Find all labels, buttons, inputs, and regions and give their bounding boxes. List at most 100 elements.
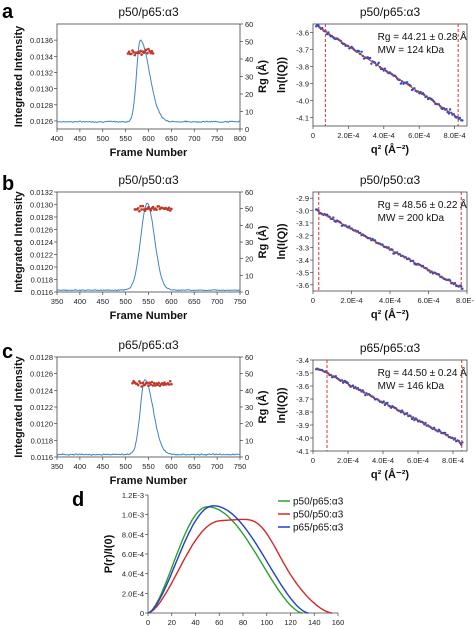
chart0-y2-tick-label: 60 [245,20,253,29]
chart6-x-tick-label: 60 [215,618,223,627]
chart5-x-tick-label: 0 [311,456,315,465]
chart3-y-tick-label: -3.5 [296,268,309,277]
chart4-y-tick-label: 0.0122 [30,403,53,412]
chart2-y-tick-label: 0.0128 [30,213,53,222]
chart2-rg-point [140,208,143,211]
chart1-y-tick-label: -3.9 [296,80,309,89]
chart2-y-tick-label: 0.0124 [30,238,53,247]
chart0-x-tick-label: 650 [165,134,178,143]
chart6-y-tick-label: 1.0E-3 [122,511,144,520]
chart5-x-tick-label: 8.0E-4 [442,456,464,465]
chart6-x-tick-label: 160 [332,618,345,627]
chart1-data-point [447,112,451,115]
chart2-y2-tick-label: 60 [245,188,253,197]
chart1-x-tick-label: 8.0E-4 [444,131,466,140]
chart4-x-tick-label: 600 [165,462,178,471]
chart4-y2-tick-label: 60 [245,353,253,362]
chart6-y-label: P(r)/I(0) [103,534,115,573]
chart2-y2-tick-label: 30 [245,238,253,247]
chart2-rg-point [141,204,145,208]
chart3-y-tick-label: -3.2 [296,231,309,240]
chart0-x-tick-label: 600 [142,134,155,143]
chart4-rg-point [141,381,145,385]
chart3-data-point [461,287,464,290]
chart0-intensity-trace [57,39,241,124]
chart0-x-tick-label: 450 [74,134,87,143]
panel-label-c: c [2,341,13,363]
chart2-y2-label: Rg (Å) [256,225,269,258]
chart0-rg-point [147,47,150,51]
chart2-rg-point [170,207,173,211]
chart2-rg-point [157,205,161,208]
chart5-y-tick-label: -3.9 [296,421,309,430]
chart0-y-tick-label: 0.0136 [30,36,53,45]
chart2-y-tick-label: 0.0126 [30,226,53,235]
chart3-annotation: Rg = 48.56 ± 0.22 Å [378,198,467,211]
chart4-x-tick-label: 700 [211,462,224,471]
chart6-x-tick-label: 120 [284,618,297,627]
chart4-y2-tick-label: 10 [245,436,253,445]
chart2-x-tick-label: 550 [142,297,155,306]
chart0-rg-point [151,52,155,55]
chart5-x-tick-label: 6.0E-4 [407,456,429,465]
chart0-x-tick-label: 500 [96,134,109,143]
chart1-data-point [369,56,372,60]
chart6-y-tick-label: 0 [140,609,144,618]
chart1-data-point [405,81,409,84]
chart4-y-tick-label: 0.0120 [30,420,53,429]
chart6-series-line-0 [147,506,303,614]
chart4-y2-tick-label: 20 [245,420,253,429]
chart4-x-label: Frame Number [110,475,188,487]
chart0-rg-point [139,49,142,53]
chart4-title: p65/p65:α3 [118,338,179,352]
chart3-x-tick-label: 4.0E-4 [379,296,401,305]
chart2-x-tick-label: 600 [165,297,178,306]
chart0-x-label: Frame Number [110,147,188,159]
chart0-rg-point [140,53,143,56]
chart1-data-point [399,82,403,85]
chart3-fit-line [316,210,462,288]
chart0-x-tick-label: 700 [188,134,201,143]
chart2-x-label: Frame Number [110,310,188,322]
chart5-y-tick-label: -3.6 [296,382,309,391]
chart3-data-point [332,216,335,219]
chart6-x-tick-label: 80 [239,618,247,627]
chart4-rg-point [152,381,156,385]
chart2-y2-tick-label: 40 [245,221,253,230]
chart2-y-tick-label: 0.0118 [31,276,53,285]
chart5-y-tick-label: -4.1 [296,447,309,456]
chart2-x-tick-label: 750 [234,297,247,306]
chart0-y2-tick-label: 0 [245,125,249,134]
chart2-rg-point [136,207,140,210]
chart1-data-point [377,61,380,64]
chart1-y-tick-label: -4.1 [296,114,309,123]
chart5-data-point [437,428,441,431]
chart5-x-tick-label: 2.0E-4 [337,456,359,465]
chart5-data-point [386,401,389,405]
chart5-data-point [334,375,337,378]
chart2-y-tick-label: 0.0130 [30,201,53,210]
chart5-y-tick-label: -3.5 [296,369,309,378]
chart0-rg-point [144,48,148,52]
chart1-y-label: ln(I(Q)) [276,57,288,93]
chart2-y-tick-label: 0.0122 [30,251,53,260]
chart4-y2-label: Rg (Å) [256,390,269,423]
chart2-rg-point [167,206,171,210]
chart5-data-point [364,394,367,397]
pair-distribution-plot-d: 0 20 40 60 80 100 120 140 160 0 2.0E-4 4.0E-4 6.0E-4… [103,491,345,627]
chart5-annotation: MW = 146 kDa [378,381,445,392]
chart4-rg-point [150,380,154,384]
chart2-y-tick-label: 0.0120 [30,263,53,272]
chart3-y-tick-label: -3.4 [296,256,309,265]
chart3-x-label: q² (Å⁻²) [371,308,410,321]
chart2-y2-tick-label: 0 [245,288,249,297]
chart2-y-tick-label: 0.0132 [30,188,53,197]
chart2-y2-tick-label: 20 [245,255,253,264]
chart6-x-tick-label: 40 [191,618,199,627]
chart6-x-tick-label: 20 [168,618,176,627]
chart1-x-tick-label: 6.0E-4 [408,131,430,140]
chart5-fit-line [316,367,462,444]
chart1-fit-line [316,25,459,118]
chart0-plot-frame [56,23,241,130]
